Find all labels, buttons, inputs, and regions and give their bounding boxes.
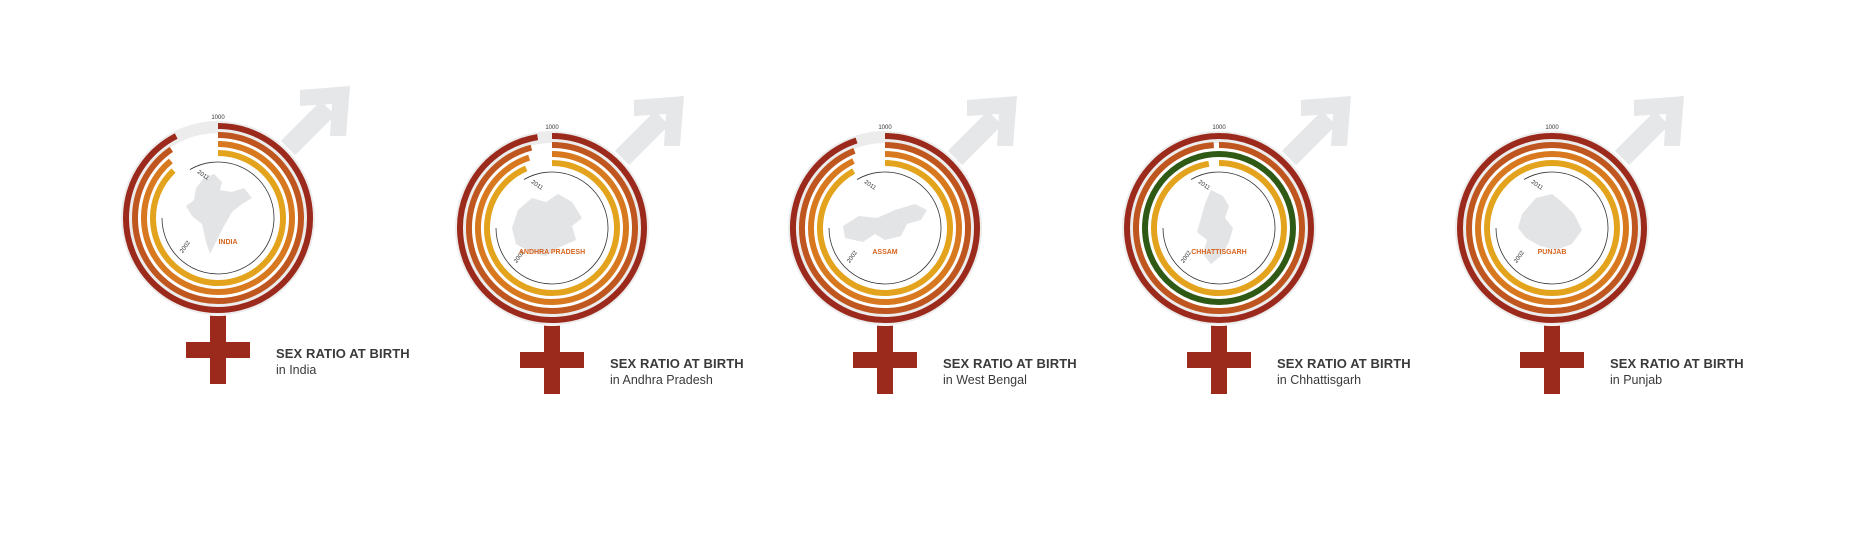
female-symbol-crossbar: [853, 352, 917, 368]
ring-1: [123, 123, 313, 313]
region-label: CHHATTISGARH: [1191, 249, 1246, 256]
ring-1: [457, 133, 647, 323]
male-arrow-shaft: [1614, 110, 1670, 166]
ring-4: [1484, 160, 1620, 296]
male-arrow-shaft: [280, 100, 336, 156]
female-symbol-crossbar: [520, 352, 584, 368]
caption-3: SEX RATIO AT BIRTH in West Bengal: [943, 356, 1077, 387]
ring-4: [150, 150, 286, 286]
ring-2: [1133, 142, 1305, 314]
inner-scale-arc: [161, 161, 275, 275]
ring-3: [141, 141, 295, 295]
caption-5: SEX RATIO AT BIRTH in Punjab: [1610, 356, 1744, 387]
scale-max-label: 1000: [1212, 125, 1226, 131]
female-symbol-crossbar: [186, 342, 250, 358]
male-arrow-icon: [300, 86, 350, 136]
male-arrow-shaft: [947, 110, 1003, 166]
ring-3: [1475, 151, 1629, 305]
region-label: INDIA: [218, 239, 237, 246]
region-map: [186, 174, 252, 254]
male-arrow-icon: [1634, 96, 1684, 146]
caption-2: SEX RATIO AT BIRTH in Andhra Pradesh: [610, 356, 744, 387]
ring-4: [484, 160, 620, 296]
ring-4: [817, 160, 953, 296]
inner-scale-arc: [1495, 171, 1609, 285]
caption-4: SEX RATIO AT BIRTH in Chhattisgarh: [1277, 356, 1411, 387]
scale-max-label: 1000: [545, 125, 559, 131]
caption-title: SEX RATIO AT BIRTH: [1277, 356, 1411, 371]
caption-subtitle: in Andhra Pradesh: [610, 373, 713, 387]
ring-2: [799, 142, 971, 314]
caption-subtitle: in India: [276, 363, 317, 377]
ring-3: [808, 151, 962, 305]
male-arrow-icon: [1301, 96, 1351, 146]
scale-max-label: 1000: [878, 125, 892, 131]
ring-2: [1466, 142, 1638, 314]
region-map: [1518, 194, 1582, 250]
region-map: [843, 204, 927, 242]
caption-title: SEX RATIO AT BIRTH: [1610, 356, 1744, 371]
ring-3: [1142, 151, 1296, 305]
inner-scale-arc: [1162, 171, 1276, 285]
male-arrow-shaft: [614, 110, 670, 166]
ring-2: [466, 142, 638, 314]
region-map: [512, 194, 582, 256]
region-label: PUNJAB: [1538, 249, 1567, 256]
inner-scale-arc: [828, 171, 942, 285]
ring-3: [475, 151, 629, 305]
male-arrow-shaft: [1281, 110, 1337, 166]
ring-4: [1151, 160, 1287, 296]
female-symbol-crossbar: [1520, 352, 1584, 368]
male-arrow-icon: [967, 96, 1017, 146]
ring-1: [1457, 133, 1647, 323]
caption-title: SEX RATIO AT BIRTH: [943, 356, 1077, 371]
caption-title: SEX RATIO AT BIRTH: [276, 346, 410, 361]
caption-subtitle: in Punjab: [1610, 373, 1663, 387]
region-label: ASSAM: [872, 249, 897, 256]
female-symbol-crossbar: [1187, 352, 1251, 368]
male-arrow-icon: [634, 96, 684, 146]
ring-1: [1124, 133, 1314, 323]
caption-title: SEX RATIO AT BIRTH: [610, 356, 744, 371]
caption-subtitle: in West Bengal: [943, 373, 1027, 387]
region-label: ANDHRA PRADESH: [519, 249, 585, 256]
ring-2: [132, 132, 304, 304]
inner-scale-arc: [495, 171, 609, 285]
scale-max-label: 1000: [211, 115, 225, 121]
caption-subtitle: in Chhattisgarh: [1277, 373, 1362, 387]
ring-1: [790, 133, 980, 323]
region-map: [1197, 190, 1233, 264]
scale-max-label: 1000: [1545, 125, 1559, 131]
caption-1: SEX RATIO AT BIRTH in India: [276, 346, 410, 377]
